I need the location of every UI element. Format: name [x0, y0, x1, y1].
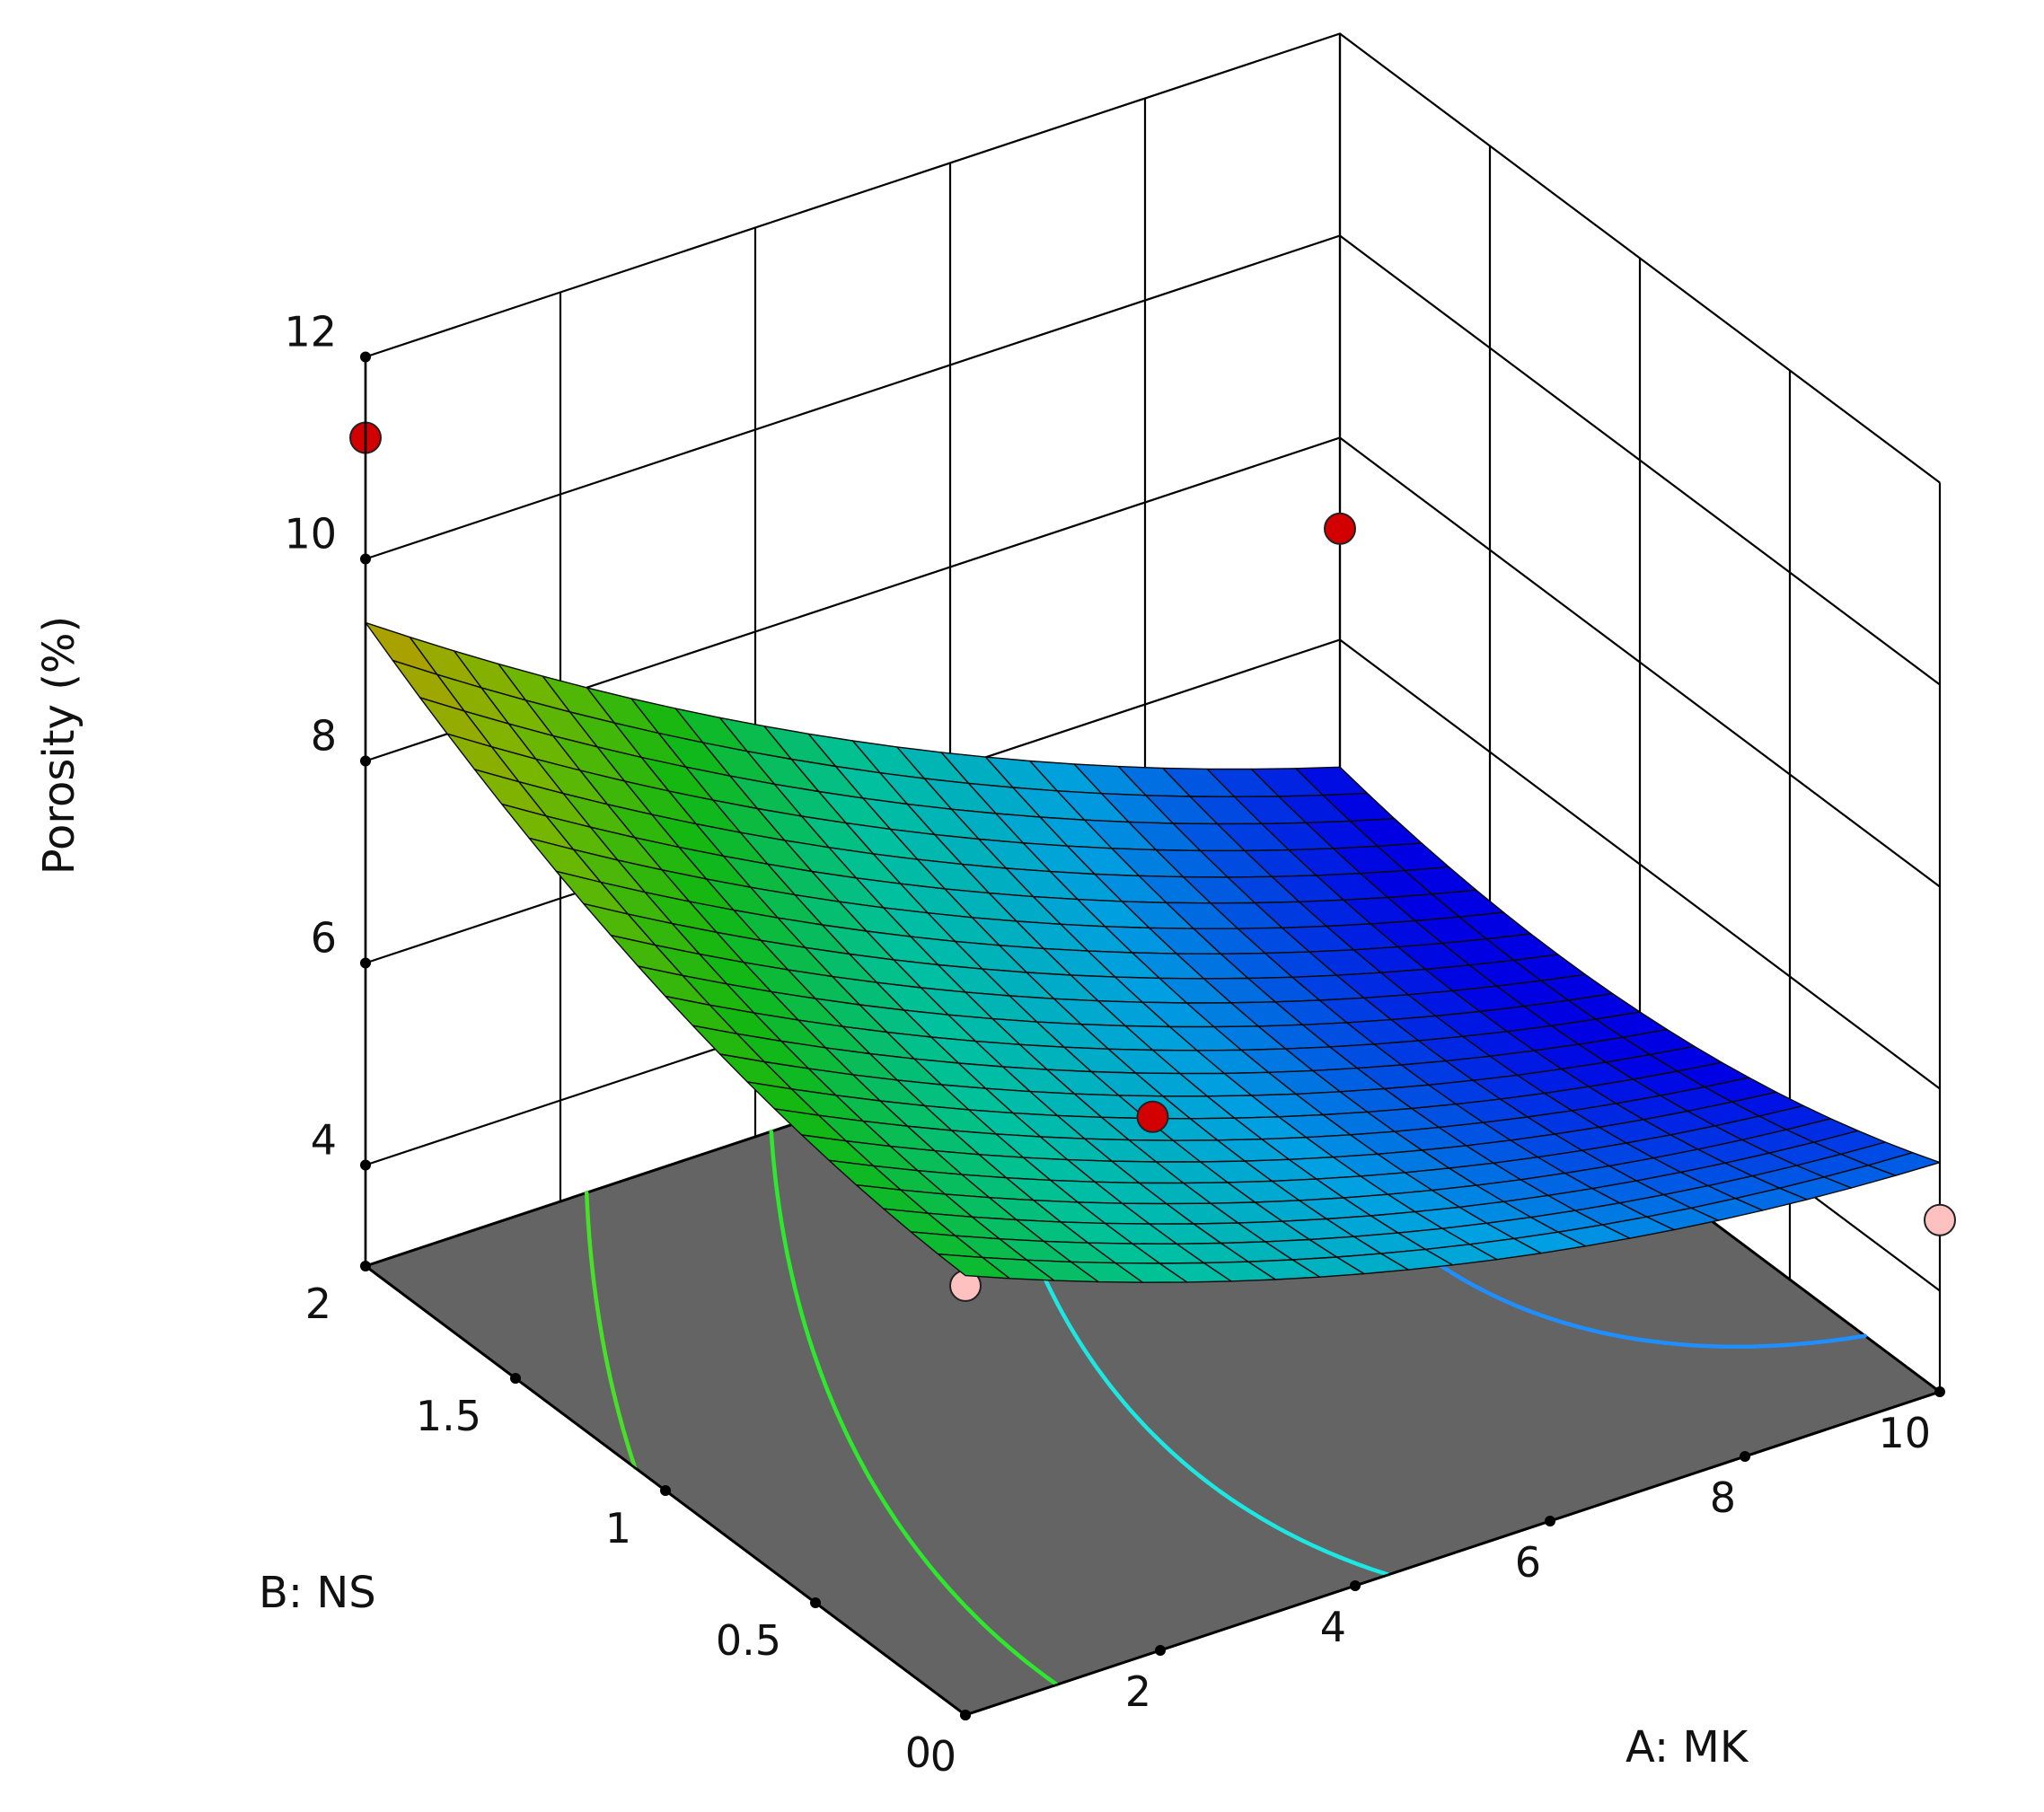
- z-tick-label: 4: [311, 1116, 337, 1165]
- y-tick-label: 1.5: [416, 1392, 481, 1440]
- axis-labels: Porosity (%) B: NS A: MK: [34, 616, 1749, 1772]
- y-tick-label: 0.5: [716, 1616, 781, 1665]
- x-tick-mark: [1155, 1645, 1166, 1656]
- design-point: [1324, 512, 1356, 545]
- z-tick-label: 12: [284, 308, 337, 356]
- y-tick-label: 1: [605, 1504, 631, 1553]
- points-below-surface: [949, 1203, 1956, 1302]
- x-tick-label: 2: [1125, 1667, 1151, 1716]
- x-tick-label: 10: [1878, 1409, 1931, 1457]
- y-tick-mark: [960, 1710, 971, 1720]
- y-tick-mark: [360, 1261, 371, 1271]
- x-tick-label: 6: [1515, 1538, 1541, 1587]
- z-tick-mark: [360, 1159, 371, 1171]
- y-tick-mark: [810, 1597, 821, 1608]
- contour-line: [584, 1191, 638, 1470]
- design-point: [1136, 1100, 1169, 1133]
- axes: 0 2 4 6 8 10 0 0.5 1 1.5 2 4 6 8 10 12: [284, 308, 1945, 1781]
- x-tick-mark: [1934, 1386, 1945, 1397]
- z-tick-label: 10: [284, 510, 337, 559]
- y-tick-mark: [510, 1373, 521, 1384]
- x-tick-mark: [1350, 1580, 1361, 1591]
- x-axis-line: [965, 1390, 1941, 1717]
- x-tick-mark: [1545, 1516, 1555, 1526]
- x-axis-label: A: MK: [1626, 1722, 1749, 1772]
- z-tick-mark: [360, 755, 371, 767]
- z-tick-mark: [360, 351, 371, 363]
- z-tick-mark: [360, 957, 371, 969]
- response-surface: [365, 621, 1941, 1283]
- points-above-surface: [349, 421, 1356, 1133]
- z-tick-mark: [360, 553, 371, 565]
- y-tick-label: 0: [905, 1728, 931, 1777]
- y-tick-mark: [660, 1485, 671, 1496]
- y-axis-label: B: NS: [259, 1568, 376, 1618]
- y-tick-label: 2: [305, 1280, 331, 1328]
- x-tick-label: 8: [1710, 1473, 1736, 1522]
- z-tick-label: 6: [311, 914, 337, 963]
- x-tick-label: 0: [930, 1732, 956, 1781]
- surface-facet: [937, 1253, 1011, 1280]
- design-point: [1924, 1203, 1956, 1236]
- contour-line: [769, 1129, 1060, 1687]
- x-tick-mark: [1740, 1451, 1750, 1462]
- wall-z-grid-line: [365, 436, 1941, 888]
- z-tick-label: 8: [311, 712, 337, 761]
- wall-z-grid-line: [365, 32, 1941, 484]
- z-axis-label: Porosity (%): [34, 616, 84, 875]
- x-tick-label: 4: [1320, 1603, 1346, 1651]
- wall-z-grid-line: [365, 234, 1941, 686]
